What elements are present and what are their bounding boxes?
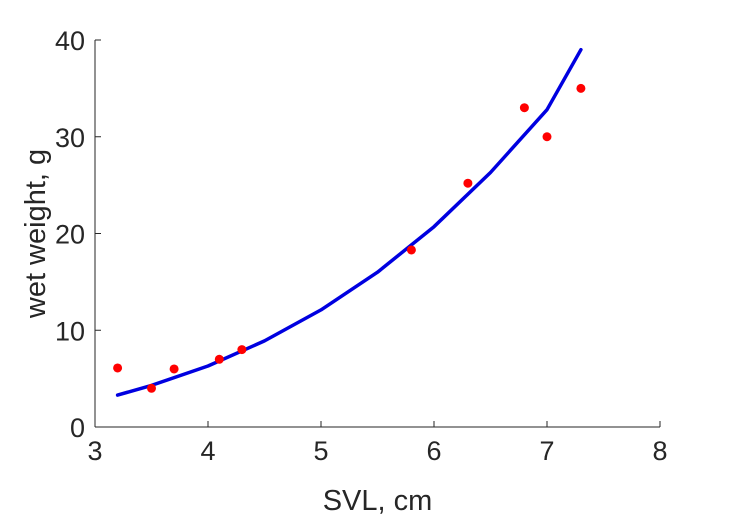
x-tick-label: 3 (87, 436, 102, 466)
data-point (147, 383, 156, 393)
x-ticks: 3 4 5 6 7 8 (87, 421, 668, 466)
x-tick-label: 7 (539, 436, 554, 466)
plot-series (113, 47, 586, 397)
data-point (237, 345, 247, 355)
data-point (406, 245, 416, 255)
y-tick-label: 0 (70, 413, 85, 443)
x-tick-label: 6 (426, 436, 441, 466)
data-point (519, 103, 529, 113)
data-point (542, 132, 552, 142)
y-ticks: 0 10 20 30 40 (55, 26, 101, 443)
x-axis-label: SVL, cm (323, 485, 433, 517)
data-point (113, 363, 123, 373)
data-point (576, 83, 586, 93)
data-point (169, 364, 179, 374)
x-tick-label: 5 (313, 436, 328, 466)
x-tick-label: 8 (652, 436, 667, 466)
y-tick-label: 10 (55, 316, 85, 346)
axes (94, 40, 660, 428)
y-tick-label: 40 (55, 26, 85, 56)
data-point (463, 178, 473, 188)
y-tick-label: 30 (55, 123, 85, 153)
y-tick-label: 20 (55, 220, 85, 250)
data-point (214, 354, 224, 364)
fit-curve (115, 47, 583, 397)
y-axis-label: wet weight, g (20, 149, 52, 319)
x-tick-label: 4 (200, 436, 215, 466)
